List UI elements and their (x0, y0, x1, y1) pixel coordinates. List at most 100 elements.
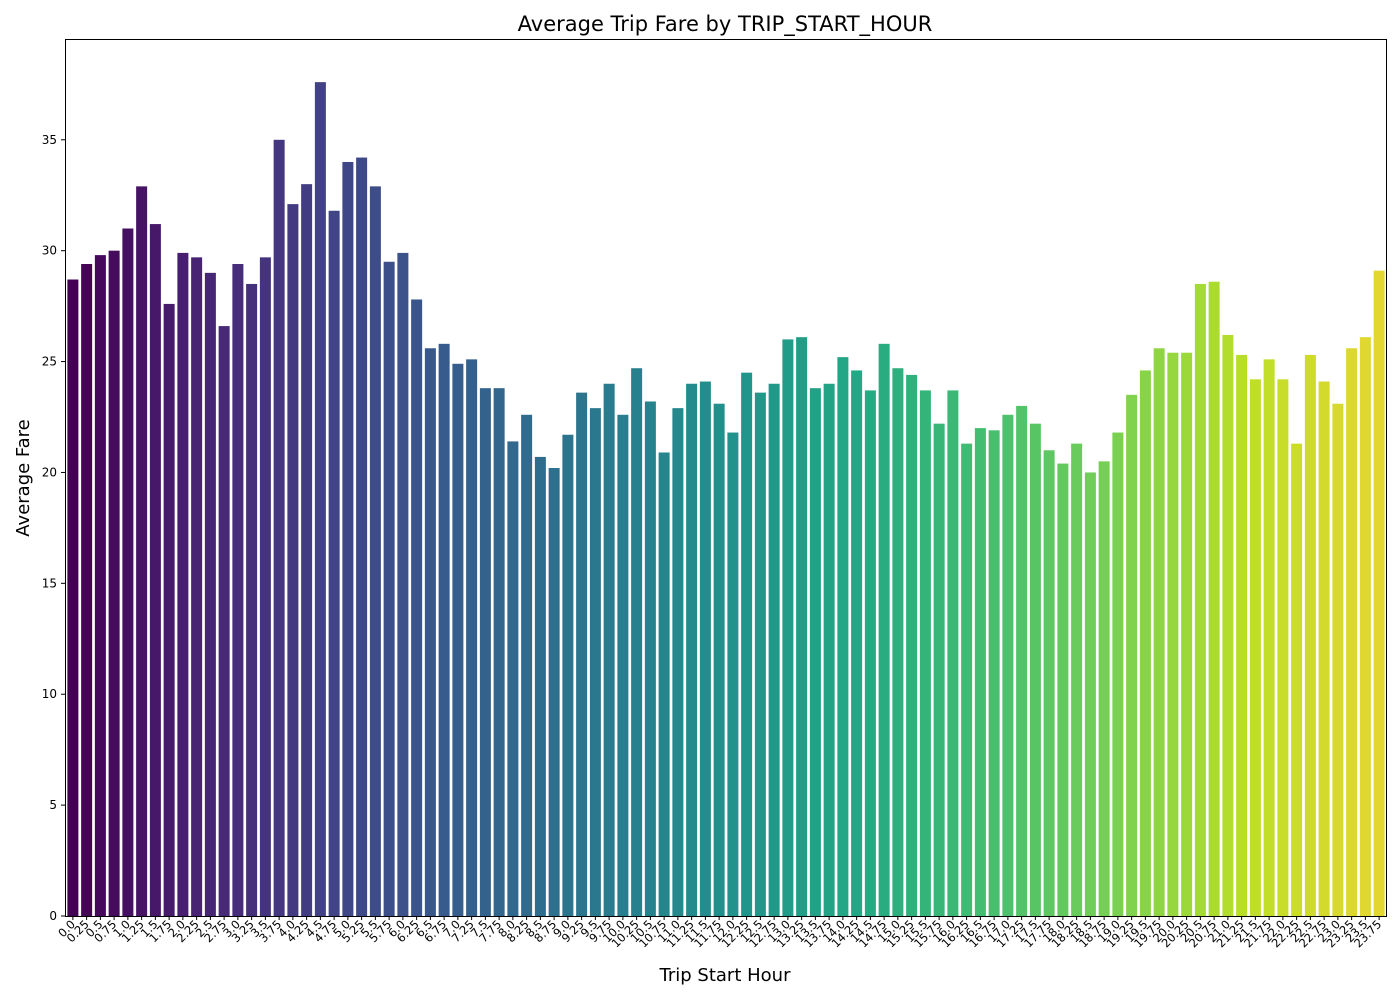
bar-14.75 (878, 343, 890, 917)
bar-18.25 (1071, 443, 1083, 916)
bar-18.0 (1057, 463, 1069, 916)
bar-12.75 (768, 383, 780, 916)
bar-18.5 (1084, 472, 1096, 916)
bar-4.25 (301, 184, 313, 916)
y-tick-label: 20 (42, 465, 57, 479)
bar-9.75 (603, 383, 615, 916)
bar-23.75 (1373, 270, 1385, 916)
bar-21.25 (1236, 354, 1248, 916)
y-axis-label: Average Fare (13, 419, 34, 536)
bar-8.0 (507, 441, 519, 916)
bar-22.5 (1304, 354, 1316, 916)
bar-19.25 (1126, 394, 1138, 917)
bar-7.5 (479, 388, 491, 916)
bar-0.0 (67, 279, 79, 916)
bar-3.25 (246, 283, 258, 916)
bar-1.25 (136, 186, 148, 916)
bar-0.5 (94, 255, 106, 916)
bar-9.5 (589, 408, 601, 916)
bar-17.75 (1043, 450, 1055, 916)
bar-20.0 (1167, 352, 1179, 916)
bar-13.25 (796, 337, 808, 916)
x-axis: 0.00.250.50.751.01.251.51.752.02.252.52.… (55, 916, 1384, 950)
bar-6.25 (411, 299, 423, 917)
bar-20.5 (1194, 283, 1206, 916)
bar-17.0 (1002, 414, 1014, 916)
bar-7.75 (493, 388, 505, 916)
bar-12.0 (727, 432, 739, 916)
bars-group (67, 82, 1385, 917)
bar-20.25 (1181, 352, 1193, 916)
bar-5.75 (383, 261, 395, 916)
y-axis: 0 5 10 15 20 25 30 35 (42, 133, 66, 923)
y-tick-label: 25 (42, 355, 57, 369)
bar-23.0 (1332, 403, 1344, 917)
bar-3.5 (259, 257, 271, 917)
bar-9.0 (562, 434, 574, 916)
bar-3.75 (273, 139, 285, 917)
bar-19.0 (1112, 432, 1124, 916)
bar-0.75 (108, 250, 120, 916)
bar-22.25 (1291, 443, 1303, 916)
x-axis-label: Trip Start Hour (659, 965, 792, 986)
bar-13.5 (809, 388, 821, 916)
bar-10.0 (617, 414, 629, 916)
bar-21.0 (1222, 334, 1234, 917)
bar-23.25 (1346, 348, 1358, 916)
y-tick-label: 5 (49, 798, 57, 812)
bar-1.0 (122, 228, 134, 916)
chart-title: Average Trip Fare by TRIP_START_HOUR (518, 12, 933, 37)
bar-2.75 (218, 326, 230, 917)
bar-22.0 (1277, 379, 1289, 916)
bar-21.75 (1263, 359, 1275, 917)
bar-6.5 (424, 348, 436, 916)
bar-15.75 (933, 423, 945, 916)
bar-5.25 (356, 157, 368, 917)
bar-23.5 (1359, 337, 1371, 916)
bar-11.75 (713, 403, 725, 917)
bar-4.0 (287, 204, 299, 917)
bar-22.75 (1318, 381, 1330, 916)
bar-7.25 (466, 359, 478, 917)
y-tick-label: 30 (42, 244, 57, 258)
bar-9.25 (576, 392, 588, 916)
bar-10.25 (631, 368, 643, 917)
bar-17.5 (1029, 423, 1041, 916)
bar-8.5 (534, 456, 546, 916)
plot-frame (65, 39, 1387, 917)
bar-5.5 (369, 186, 381, 916)
bar-8.25 (521, 414, 533, 916)
y-tick-label: 35 (42, 133, 57, 147)
bar-19.75 (1153, 348, 1165, 916)
bar-4.5 (314, 82, 326, 916)
bar-13.75 (823, 383, 835, 916)
bar-14.25 (851, 370, 863, 916)
bar-14.0 (837, 357, 849, 916)
bar-4.75 (328, 210, 340, 916)
bar-14.5 (864, 390, 876, 916)
bar-6.0 (397, 252, 409, 916)
bar-11.25 (686, 383, 698, 916)
bar-18.75 (1098, 461, 1110, 916)
bar-8.75 (548, 468, 560, 916)
bar-21.5 (1249, 379, 1261, 916)
bar-20.75 (1208, 281, 1220, 917)
bar-7.0 (452, 363, 464, 916)
bar-5.0 (342, 161, 354, 917)
bar-19.5 (1139, 370, 1151, 916)
bar-16.5 (974, 428, 986, 916)
y-tick-label: 10 (42, 687, 57, 701)
bar-3.0 (232, 263, 244, 916)
bar-15.25 (906, 374, 918, 916)
bar-1.5 (149, 224, 161, 916)
bar-1.75 (163, 303, 175, 916)
bar-11.0 (672, 408, 684, 916)
y-tick-label: 15 (42, 576, 57, 590)
bar-13.0 (782, 339, 794, 916)
bar-10.5 (644, 401, 656, 916)
y-tick-label: 0 (49, 909, 57, 923)
bar-15.0 (892, 368, 904, 917)
bar-2.25 (191, 257, 203, 917)
bar-16.25 (961, 443, 973, 916)
